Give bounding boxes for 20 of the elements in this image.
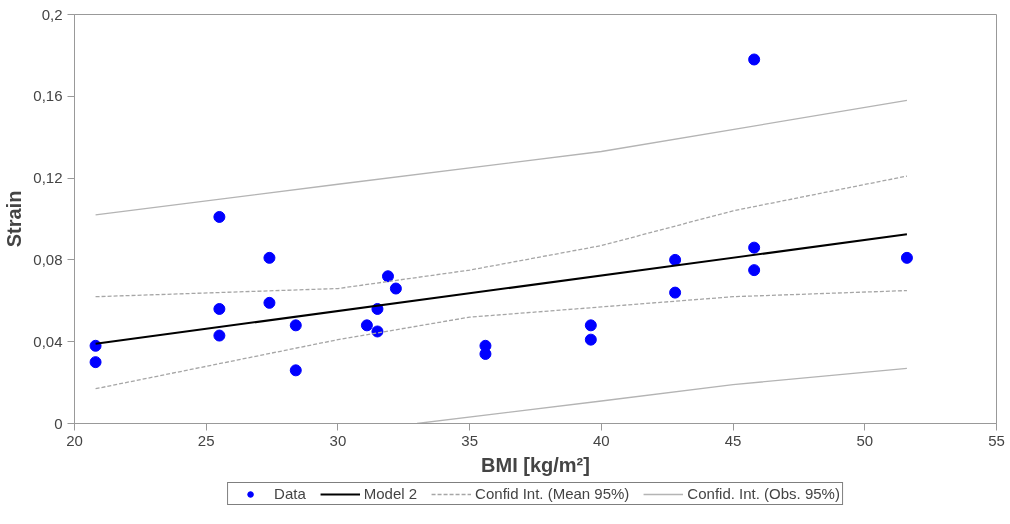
x-tick-label: 35	[461, 431, 478, 449]
x-axis-title: BMI [kg/m²]	[481, 453, 590, 476]
x-tick-label: 25	[197, 431, 215, 449]
x-tick-label: 20	[66, 431, 83, 449]
x-tick-label: 40	[593, 431, 610, 449]
y-tick-label: 0,08	[33, 250, 63, 268]
y-tick-label: 0,16	[33, 87, 63, 105]
x-tick-label: 50	[856, 431, 874, 449]
legend-label: Data	[274, 485, 306, 502]
y-tick-label: 0,04	[33, 332, 63, 350]
legend-label: Model 2	[363, 485, 418, 502]
x-tick-label: 55	[988, 431, 1005, 449]
y-axis-title: Strain	[3, 190, 26, 248]
y-tick-label: 0	[54, 414, 63, 432]
x-tick-label: 30	[329, 431, 347, 449]
y-tick-label: 0,2	[41, 5, 63, 23]
legend-label: Confid Int. (Mean 95%)	[475, 485, 630, 502]
legend-label: Confid. Int. (Obs. 95%)	[687, 485, 840, 502]
y-tick-label: 0,12	[33, 169, 63, 187]
x-tick-label: 45	[724, 431, 742, 449]
